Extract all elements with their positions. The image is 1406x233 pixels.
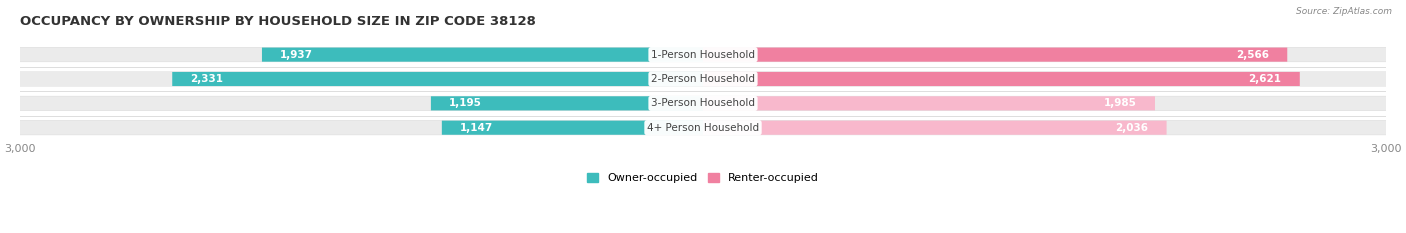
Text: 2,621: 2,621 <box>1249 74 1282 84</box>
Legend: Owner-occupied, Renter-occupied: Owner-occupied, Renter-occupied <box>582 168 824 188</box>
FancyBboxPatch shape <box>441 121 703 135</box>
FancyBboxPatch shape <box>20 72 1386 86</box>
FancyBboxPatch shape <box>20 96 1386 111</box>
FancyBboxPatch shape <box>703 48 1288 62</box>
FancyBboxPatch shape <box>173 72 703 86</box>
FancyBboxPatch shape <box>20 47 1386 62</box>
FancyBboxPatch shape <box>20 121 1386 135</box>
Text: 3-Person Household: 3-Person Household <box>651 98 755 108</box>
Text: 1-Person Household: 1-Person Household <box>651 50 755 60</box>
Text: 2,566: 2,566 <box>1236 50 1270 60</box>
FancyBboxPatch shape <box>20 120 1386 135</box>
Text: OCCUPANCY BY OWNERSHIP BY HOUSEHOLD SIZE IN ZIP CODE 38128: OCCUPANCY BY OWNERSHIP BY HOUSEHOLD SIZE… <box>20 15 536 28</box>
FancyBboxPatch shape <box>703 121 1167 135</box>
Text: 1,937: 1,937 <box>280 50 314 60</box>
Text: 1,985: 1,985 <box>1104 98 1137 108</box>
FancyBboxPatch shape <box>20 48 1386 62</box>
FancyBboxPatch shape <box>20 96 1386 110</box>
FancyBboxPatch shape <box>703 96 1154 110</box>
Text: 4+ Person Household: 4+ Person Household <box>647 123 759 133</box>
FancyBboxPatch shape <box>262 48 703 62</box>
Text: 2,036: 2,036 <box>1115 123 1149 133</box>
FancyBboxPatch shape <box>703 72 1299 86</box>
Text: 1,195: 1,195 <box>449 98 482 108</box>
Text: Source: ZipAtlas.com: Source: ZipAtlas.com <box>1296 7 1392 16</box>
Text: 2-Person Household: 2-Person Household <box>651 74 755 84</box>
Text: 1,147: 1,147 <box>460 123 494 133</box>
FancyBboxPatch shape <box>20 72 1386 86</box>
FancyBboxPatch shape <box>430 96 703 110</box>
Text: 2,331: 2,331 <box>190 74 224 84</box>
